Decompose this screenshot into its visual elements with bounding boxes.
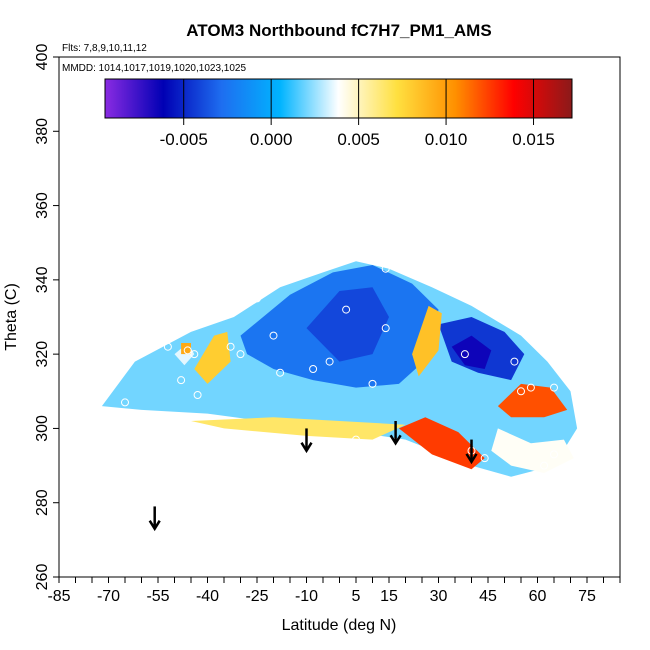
heatmap-region: [412, 305, 442, 377]
y-tick-label: 380: [34, 118, 51, 145]
arrow-head: [465, 453, 478, 465]
flight-arrow: [465, 439, 478, 465]
x-tick-label: 45: [479, 588, 497, 605]
x-tick-label: 60: [529, 588, 547, 605]
observation-point: [325, 357, 334, 366]
observation-point: [163, 342, 172, 351]
observation-point: [177, 376, 186, 385]
y-tick-label: 260: [34, 564, 51, 591]
observation-points: [121, 257, 558, 470]
x-tick-label: -40: [196, 588, 219, 605]
x-tick-label: 30: [430, 588, 448, 605]
x-tick-label: -10: [295, 588, 318, 605]
y-tick-label: 400: [34, 44, 51, 71]
arrow-head: [300, 442, 313, 454]
dates-subtitle: MMDD: 1014,1017,1019,1020,1023,1025: [62, 63, 246, 74]
colorbar-gradient: [104, 78, 573, 119]
flight-arrow: [389, 421, 402, 446]
observation-point: [276, 368, 285, 377]
flight-arrow: [148, 506, 161, 532]
arrow-head: [148, 520, 161, 532]
colorbar-tick-label: 0.005: [337, 130, 380, 149]
y-tick-label: 300: [34, 415, 51, 442]
heatmap-region: [191, 417, 406, 440]
observation-point: [190, 350, 199, 359]
observation-point: [203, 313, 212, 321]
x-tick-label: -70: [97, 588, 120, 605]
chart-title: ATOM3 Northbound fC7H7_PM1_AMS: [186, 21, 491, 40]
heatmap-region: [491, 428, 574, 473]
y-axis-label: Theta (C): [3, 283, 20, 351]
observation-point: [213, 305, 222, 314]
observation-point: [510, 357, 519, 366]
observation-point: [381, 324, 390, 333]
observation-point: [368, 379, 377, 388]
heatmap-region: [306, 287, 389, 362]
x-tick-label: -85: [47, 588, 70, 605]
observation-point: [550, 450, 558, 459]
colorbar-tick-label: 0.010: [425, 130, 468, 149]
observation-point: [226, 342, 235, 351]
heatmap-region: [398, 417, 485, 470]
y-tick-label: 340: [34, 266, 51, 293]
x-axis: -85 -70 -55 -40 -25 -10 5 15 30 45 60 75: [47, 577, 621, 605]
y-tick-label: 360: [34, 192, 51, 219]
flight-arrow: [300, 428, 313, 454]
observation-point: [352, 435, 360, 444]
observation-point: [550, 383, 558, 392]
flights-subtitle: Flts: 7,8,9,10,11,12: [62, 43, 147, 54]
x-axis-label: Latitude (deg N): [282, 617, 397, 634]
colorbar-tick-label: -0.005: [160, 130, 208, 149]
y-tick-label: 280: [34, 489, 51, 516]
x-tick-label: -25: [245, 588, 268, 605]
observation-point: [253, 294, 261, 303]
heatmap-region: [497, 383, 568, 418]
y-tick-label: 320: [34, 341, 51, 368]
arrow-head: [389, 434, 402, 446]
heatmap-region: [451, 335, 492, 369]
observation-point: [526, 383, 535, 392]
y-axis: 260 280 300 320 340 360 380 400: [34, 44, 59, 591]
observation-point: [269, 331, 278, 340]
observation-point: [342, 305, 351, 314]
observation-point: [309, 365, 318, 373]
observation-point: [480, 454, 489, 463]
colorbar-ticks: -0.005 0.000 0.005 0.010 0.015: [160, 79, 555, 149]
heatmap-region: [194, 331, 231, 384]
heatmap-region: [181, 343, 191, 355]
heatmap-regions: [101, 261, 578, 477]
x-tick-label: 5: [352, 588, 361, 605]
observation-point: [517, 387, 525, 396]
colorbar-tick-label: 0.015: [512, 130, 555, 149]
observation-point: [460, 350, 469, 359]
observation-point: [381, 264, 390, 273]
x-tick-label: -55: [146, 588, 169, 605]
observation-point: [286, 257, 294, 266]
observation-point: [193, 391, 202, 399]
x-tick-label: 75: [578, 588, 596, 605]
observation-point: [183, 346, 192, 355]
colorbar: -0.005 0.000 0.005 0.010 0.015: [104, 78, 573, 149]
observation-point: [121, 398, 129, 407]
x-tick-label: 15: [380, 588, 398, 605]
flight-arrows: [148, 421, 478, 532]
observation-point: [236, 350, 245, 359]
observation-point: [540, 461, 549, 470]
colorbar-tick-label: 0.000: [250, 130, 293, 149]
